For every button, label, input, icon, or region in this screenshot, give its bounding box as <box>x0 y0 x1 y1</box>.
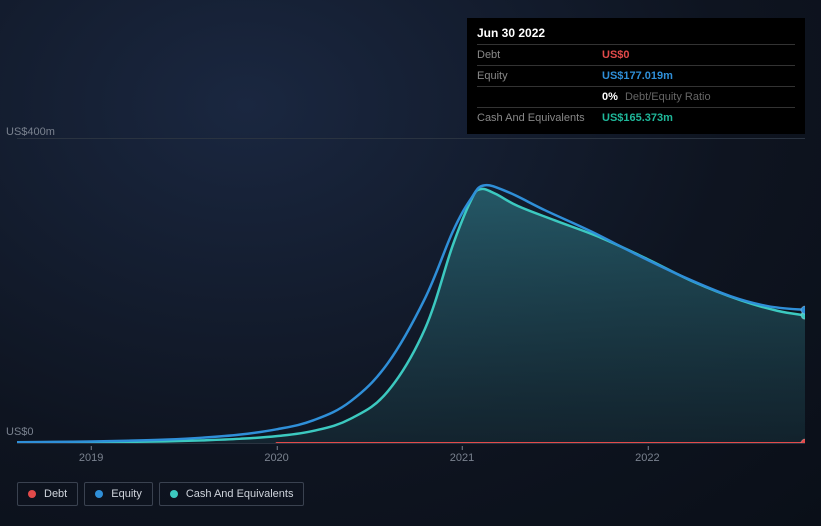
legend-item-equity[interactable]: Equity <box>84 482 153 506</box>
tooltip-row: EquityUS$177.019m <box>477 65 795 86</box>
tooltip-value: US$177.019m <box>602 68 673 84</box>
legend-dot-icon <box>170 490 178 498</box>
tooltip-row: Cash And EquivalentsUS$165.373m <box>477 107 795 128</box>
tooltip-value: US$165.373m <box>602 110 673 126</box>
chart-plot-area[interactable] <box>17 138 805 444</box>
tooltip-value: US$0 <box>602 47 630 63</box>
x-axis-tick: 2022 <box>635 452 659 464</box>
chart-svg <box>17 138 805 444</box>
legend-dot-icon <box>95 490 103 498</box>
chart-tooltip: Jun 30 2022 DebtUS$0EquityUS$177.019m0% … <box>467 18 805 134</box>
series-end-marker-equity <box>801 306 805 314</box>
tooltip-sublabel: Debt/Equity Ratio <box>622 91 711 103</box>
legend-label: Debt <box>44 488 67 500</box>
x-axis-tick: 2019 <box>79 452 103 464</box>
legend-item-debt[interactable]: Debt <box>17 482 78 506</box>
legend-label: Cash And Equivalents <box>186 488 294 500</box>
tooltip-label: Equity <box>477 68 602 84</box>
y-axis-label-max: US$400m <box>6 126 55 138</box>
x-axis-tick: 2020 <box>264 452 288 464</box>
tooltip-label: Cash And Equivalents <box>477 110 602 126</box>
x-axis-tick: 2021 <box>450 452 474 464</box>
series-fill-cash <box>17 189 805 443</box>
legend-dot-icon <box>28 490 36 498</box>
tooltip-row: DebtUS$0 <box>477 44 795 65</box>
tooltip-label: Debt <box>477 47 602 63</box>
tooltip-row: 0% Debt/Equity Ratio <box>477 86 795 107</box>
legend-item-cash[interactable]: Cash And Equivalents <box>159 482 305 506</box>
chart-legend: Debt Equity Cash And Equivalents <box>17 482 304 506</box>
tooltip-rows: DebtUS$0EquityUS$177.019m0% Debt/Equity … <box>477 44 795 128</box>
tooltip-label <box>477 89 602 105</box>
tooltip-value: 0% Debt/Equity Ratio <box>602 89 711 105</box>
x-axis: 2019 2020 2021 2022 <box>17 448 805 468</box>
tooltip-date: Jun 30 2022 <box>477 26 795 40</box>
legend-label: Equity <box>111 488 142 500</box>
